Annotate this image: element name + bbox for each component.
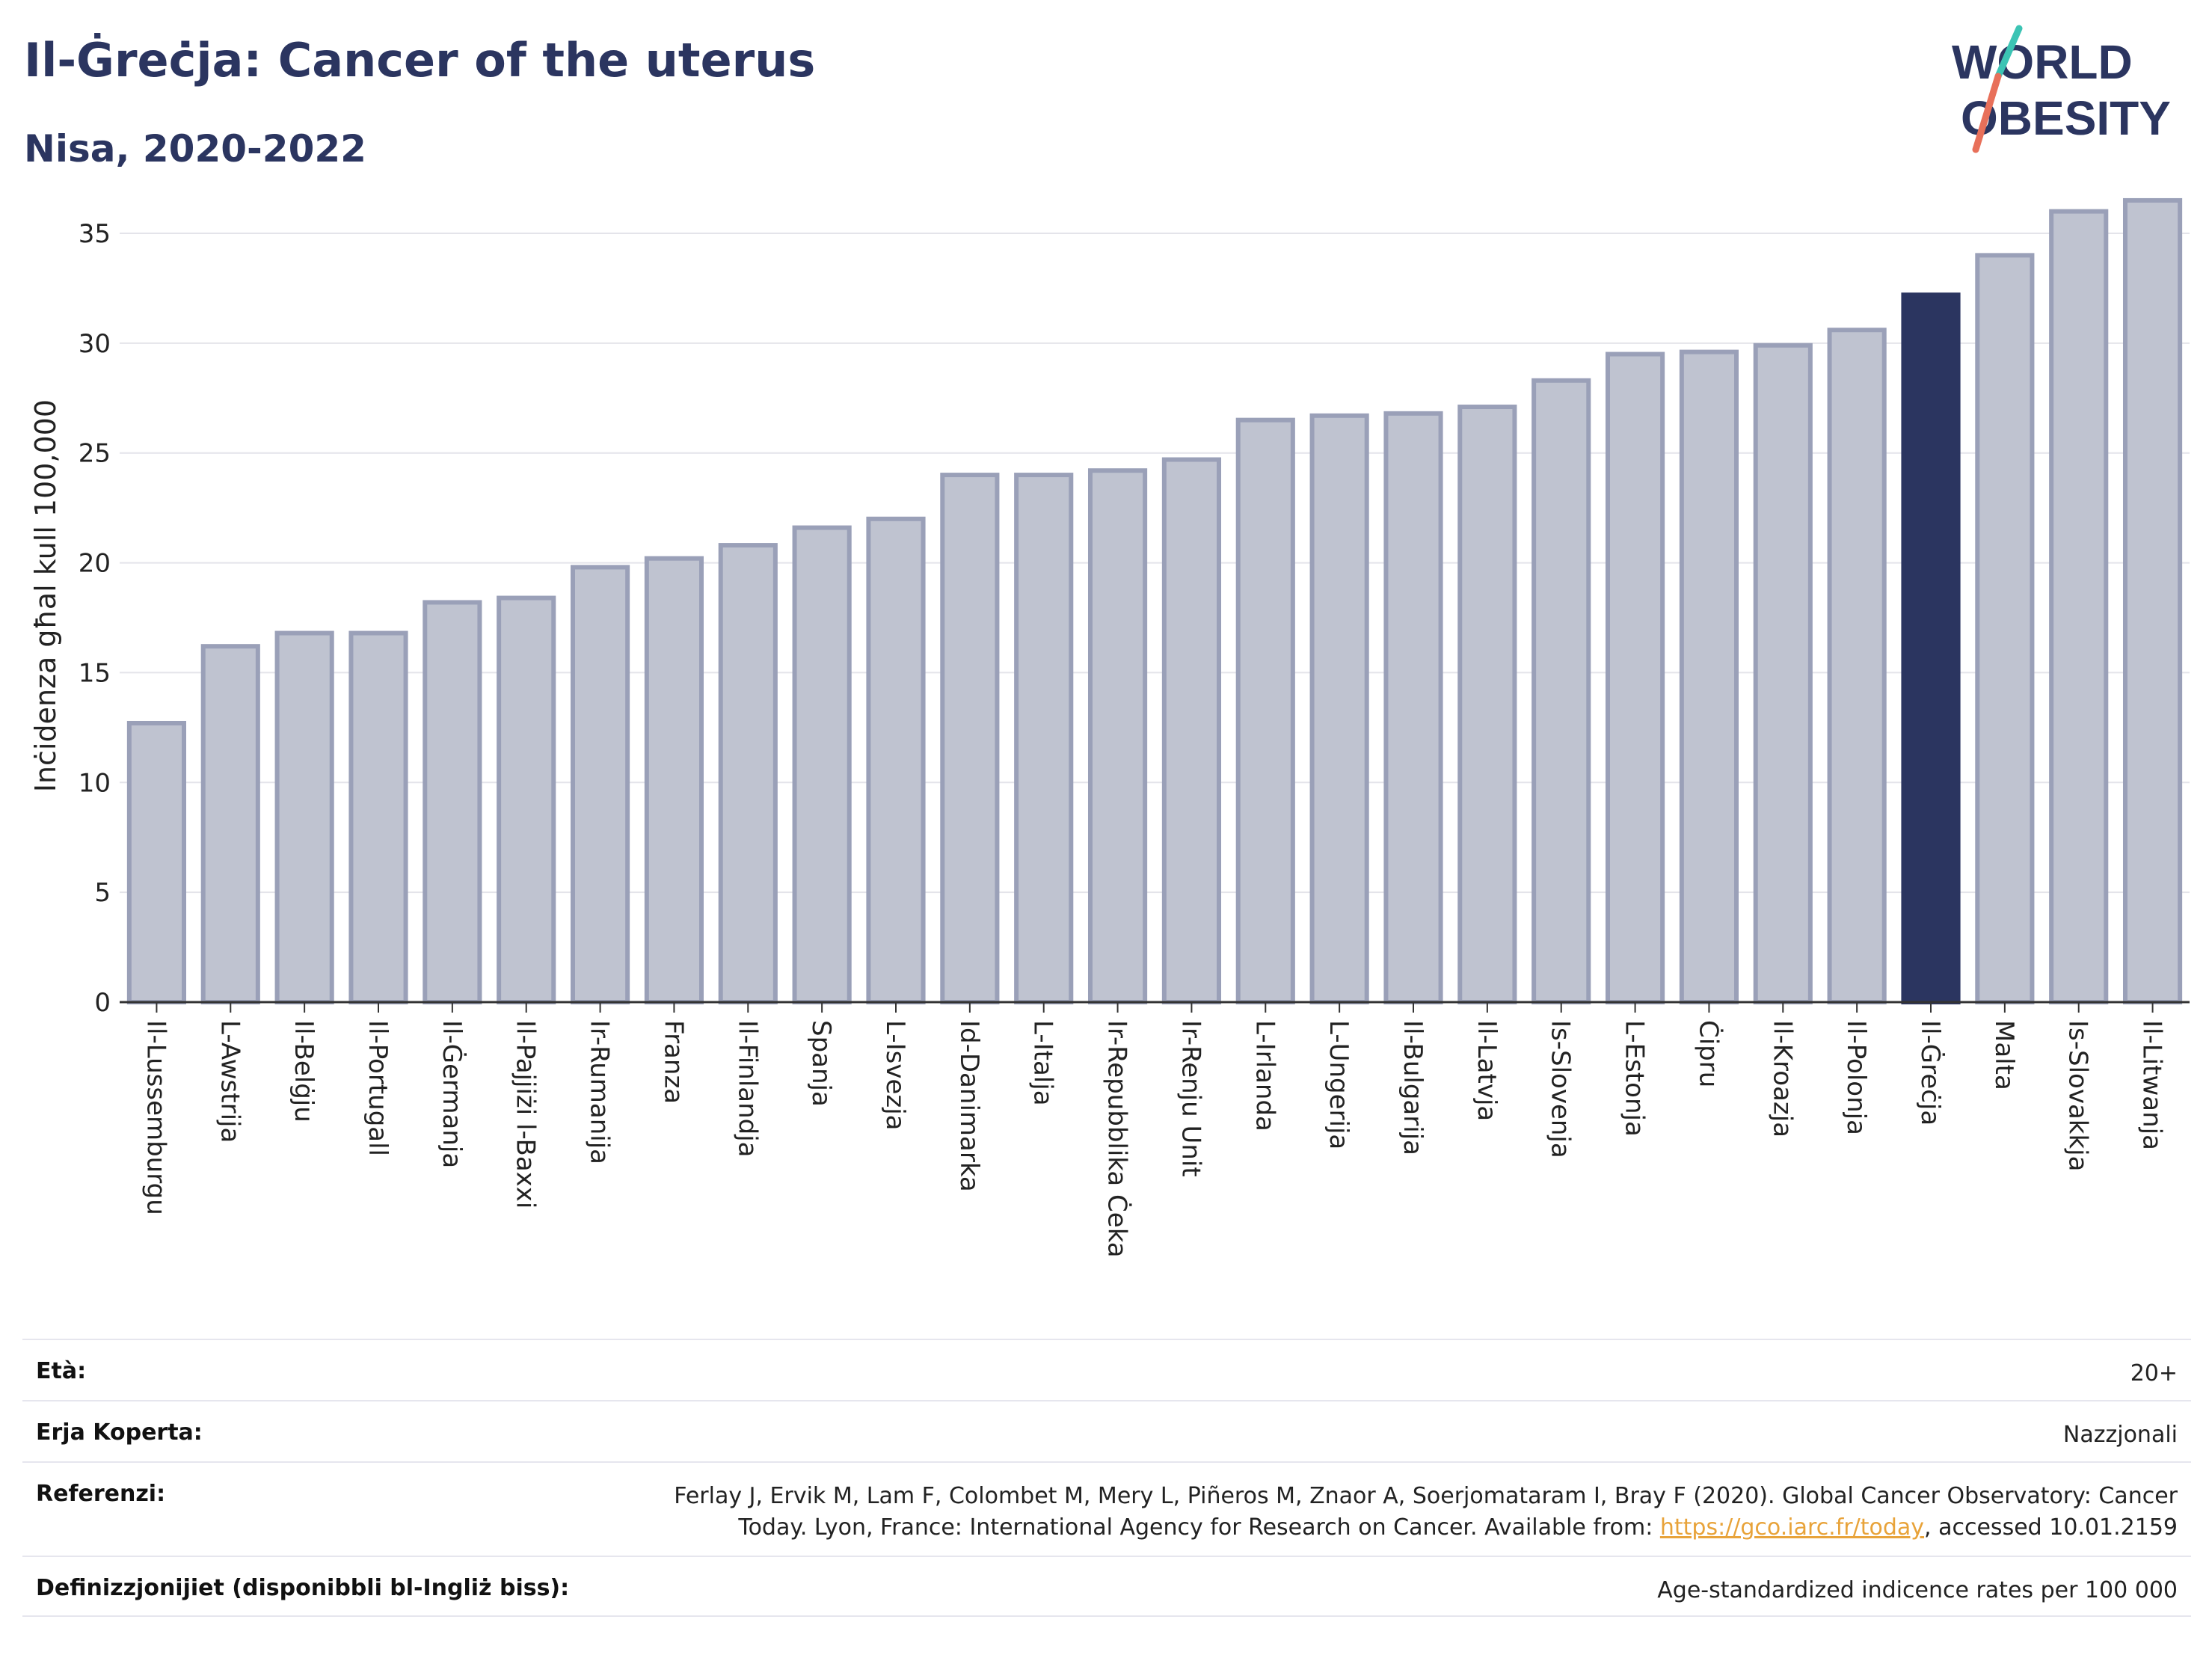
bar xyxy=(1014,473,1074,1004)
x-tick-label: Il-Portugall xyxy=(363,1020,393,1156)
bar xyxy=(1901,292,1961,1004)
bar xyxy=(274,630,334,1004)
x-tick-label: Ir-Renju Unit xyxy=(1176,1020,1205,1177)
bar xyxy=(866,516,926,1004)
x-tick-label: Ir-Repubblika Ċeka xyxy=(1102,1020,1133,1258)
x-tick-label: Il-Bulgarija xyxy=(1398,1020,1428,1155)
meta-row-references: Referenzi: Ferlay J, Ervik M, Lam F, Col… xyxy=(22,1461,2191,1556)
bar xyxy=(792,525,852,1004)
bar xyxy=(940,473,1000,1004)
meta-row-age: Età: 20+ xyxy=(22,1339,2191,1400)
x-tick-label: L-Estonja xyxy=(1620,1020,1650,1137)
x-tick-label: L-Irlanda xyxy=(1250,1020,1279,1132)
x-tick-label: Il-Litwanja xyxy=(2137,1020,2167,1150)
x-tick-label: Il-Lussemburgu xyxy=(141,1020,170,1215)
y-tick-label: 10 xyxy=(79,768,111,798)
x-axis-ticks: Il-Lussemburgu L-Awstrija Il-Belġju Il-Port… xyxy=(141,1002,2167,1258)
x-tick-label: Spanja xyxy=(806,1020,836,1107)
bar xyxy=(1605,351,1665,1004)
age-label: Età: xyxy=(36,1358,87,1384)
x-tick-label: Il-Ġreċja xyxy=(1915,1020,1946,1126)
y-tick-label: 30 xyxy=(79,329,111,359)
y-axis-ticks: 0 5 10 15 20 25 30 35 xyxy=(79,219,111,1018)
logo-line1: WORLD xyxy=(1952,35,2133,89)
bar xyxy=(644,556,704,1004)
bar xyxy=(1087,468,1148,1004)
bar xyxy=(423,600,482,1004)
bar xyxy=(1679,349,1739,1004)
logo-line2: OBESITY xyxy=(1961,91,2171,145)
bar xyxy=(126,720,187,1004)
x-tick-label: Il-Polonja xyxy=(1841,1020,1871,1135)
x-tick-label: Il-Pajjiżi l-Baxxi xyxy=(511,1020,541,1209)
area-value: Nazzjonali xyxy=(2062,1422,2178,1448)
y-axis-label: Inċidenza għal kull 100,000 xyxy=(29,399,62,792)
area-label: Erja Koperta: xyxy=(36,1419,203,1446)
reference-line2-pre: Today. Lyon, France: International Agenc… xyxy=(738,1514,1660,1541)
x-tick-label: Id-Danimarka xyxy=(954,1020,984,1192)
bar xyxy=(1753,343,1813,1004)
bar xyxy=(1827,328,1887,1004)
reference-line1: Ferlay J, Ervik M, Lam F, Colombet M, Me… xyxy=(674,1483,2178,1509)
bar xyxy=(2049,209,2109,1005)
world-obesity-logo: WORLD OBESITY xyxy=(1952,25,2171,153)
x-tick-label: Il-Belġju xyxy=(289,1020,319,1123)
bar xyxy=(570,565,630,1004)
bar xyxy=(1309,413,1369,1004)
x-tick-label: L-Awstrija xyxy=(215,1020,245,1143)
y-tick-label: 15 xyxy=(79,658,111,688)
bar xyxy=(1531,378,1591,1004)
bar xyxy=(2122,197,2183,1004)
page-title: Il-Ġreċja: Cancer of the uterus xyxy=(24,33,816,87)
y-tick-label: 20 xyxy=(79,549,111,579)
reference-line2-post: , accessed 10.01.2159 xyxy=(1924,1514,2178,1541)
x-tick-label: Ċipru xyxy=(1693,1020,1724,1087)
x-tick-label: Is-Slovenja xyxy=(1546,1020,1576,1158)
y-tick-label: 25 xyxy=(79,439,111,469)
definitions-label: Definizzjonijiet (disponibbli bl-Ingliż … xyxy=(36,1575,570,1601)
x-tick-label: Il-Finlandja xyxy=(732,1020,762,1158)
meta-row-definitions: Definizzjonijiet (disponibbli bl-Ingliż … xyxy=(22,1556,2191,1617)
references-value: Ferlay J, Ervik M, Lam F, Colombet M, Me… xyxy=(674,1481,2178,1544)
x-tick-label: Il-Ġermanja xyxy=(437,1020,467,1168)
y-tick-label: 0 xyxy=(94,988,111,1018)
x-tick-label: Franza xyxy=(658,1020,688,1104)
bar xyxy=(1975,253,2035,1005)
bars xyxy=(126,197,2183,1005)
bar xyxy=(1383,411,1443,1004)
bar xyxy=(348,630,408,1004)
x-tick-label: Ir-Rumanija xyxy=(585,1020,615,1164)
bar xyxy=(1235,417,1295,1004)
bar xyxy=(718,543,778,1004)
x-tick-label: L-Isvezja xyxy=(880,1020,910,1131)
definitions-value: Age-standardized indicence rates per 100… xyxy=(1657,1577,2178,1603)
x-tick-label: Malta xyxy=(1989,1020,2019,1090)
logo-slash-coral xyxy=(1972,73,2002,153)
logo-slash-teal xyxy=(1994,25,2023,80)
reference-link[interactable]: https://gco.iarc.fr/today xyxy=(1659,1514,1925,1541)
x-tick-label: Il-Kroazja xyxy=(1767,1020,1797,1137)
bar xyxy=(200,644,260,1004)
meta-row-area: Erja Koperta: Nazzjonali xyxy=(22,1400,2191,1461)
x-tick-label: L-Ungerija xyxy=(1324,1020,1354,1149)
x-tick-label: L-Italja xyxy=(1028,1020,1058,1106)
bar xyxy=(1457,405,1517,1004)
y-tick-label: 5 xyxy=(94,878,111,908)
metadata-table: Età: 20+ Erja Koperta: Nazzjonali Refere… xyxy=(22,1339,2191,1617)
x-tick-label: Is-Slovakkja xyxy=(2063,1020,2093,1171)
x-tick-label: Il-Latvja xyxy=(1472,1020,1502,1121)
bar xyxy=(1161,457,1222,1004)
references-label: Referenzi: xyxy=(36,1481,166,1507)
y-tick-label: 35 xyxy=(79,219,111,249)
page-subtitle: Nisa, 2020-2022 xyxy=(24,127,366,171)
bar xyxy=(497,595,556,1004)
age-value: 20+ xyxy=(2130,1360,2178,1387)
